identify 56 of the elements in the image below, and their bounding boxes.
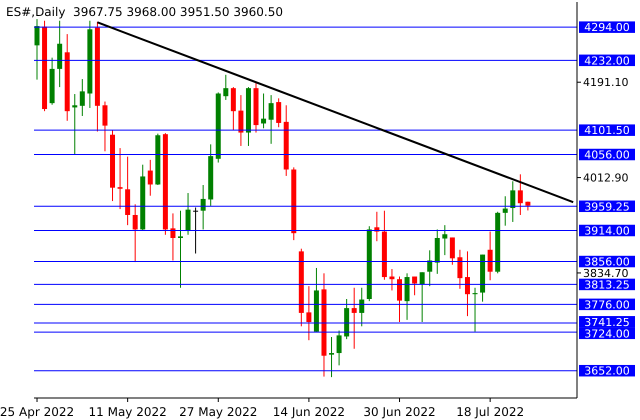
x-tick-label: 14 Jun 2022 [272, 405, 345, 419]
candlestick [457, 249, 462, 290]
candlestick [352, 287, 357, 350]
candlestick [80, 78, 85, 116]
candlestick [420, 272, 425, 323]
candlestick [34, 18, 40, 80]
candlestick [359, 287, 364, 327]
ref-line-label: 3741.25 [584, 316, 630, 329]
candlestick [118, 148, 123, 210]
candlestick [238, 94, 244, 146]
ref-line-label: 3652.00 [584, 364, 630, 378]
candlestick [336, 330, 342, 366]
ref-line-label: 4056.00 [584, 148, 630, 162]
candlestick [186, 192, 191, 236]
x-tick-label: 18 Jul 2022 [456, 405, 524, 419]
ref-line-label: 4101.50 [584, 124, 630, 138]
candlestick [132, 204, 138, 263]
chart-title: ES#,Daily 3967.75 3968.00 3951.50 3960.50 [6, 5, 283, 19]
candlestick [102, 101, 108, 152]
y-tick-label: 4191.10 [583, 76, 628, 90]
x-tick-label: 11 May 2022 [88, 405, 167, 419]
ref-line-label: 3959.25 [584, 200, 630, 214]
candlestick [268, 94, 274, 144]
candlestick [329, 336, 334, 378]
candlestick [510, 180, 516, 222]
candlestick [72, 94, 78, 156]
candlestick [230, 86, 236, 130]
ref-line-label: 3813.25 [584, 278, 630, 292]
x-tick-label: 27 May 2022 [179, 405, 258, 419]
y-tick-label: 3834.70 [583, 266, 628, 280]
candlestick [193, 206, 198, 254]
x-tick-label: 25 Apr 2022 [0, 405, 74, 419]
ref-line-label: 3856.00 [584, 256, 630, 269]
candlestick [518, 174, 523, 216]
candlestick [261, 93, 266, 129]
candlestick [488, 231, 493, 281]
candlestick [464, 250, 470, 317]
ref-line-label: 3724.00 [584, 327, 630, 340]
x-tick-label: 30 Jun 2022 [363, 405, 436, 419]
candlestick [397, 276, 402, 323]
ref-line-label: 3776.00 [584, 298, 630, 312]
y-tick-label: 4012.90 [583, 171, 628, 184]
ref-line-label: 4232.00 [584, 54, 630, 68]
candlestick [389, 268, 394, 291]
ref-line-label: 4294.00 [584, 21, 630, 34]
candlestick [223, 74, 228, 100]
candlestick [148, 159, 153, 196]
candlestick [450, 236, 455, 266]
candlestick [306, 286, 312, 341]
candlestick [178, 210, 183, 288]
candlestick [442, 224, 448, 256]
ref-line-label: 3914.00 [584, 224, 630, 238]
candlestick [412, 276, 418, 296]
candlestick [502, 196, 508, 226]
candlestick [472, 287, 478, 332]
candlestick [276, 98, 282, 128]
